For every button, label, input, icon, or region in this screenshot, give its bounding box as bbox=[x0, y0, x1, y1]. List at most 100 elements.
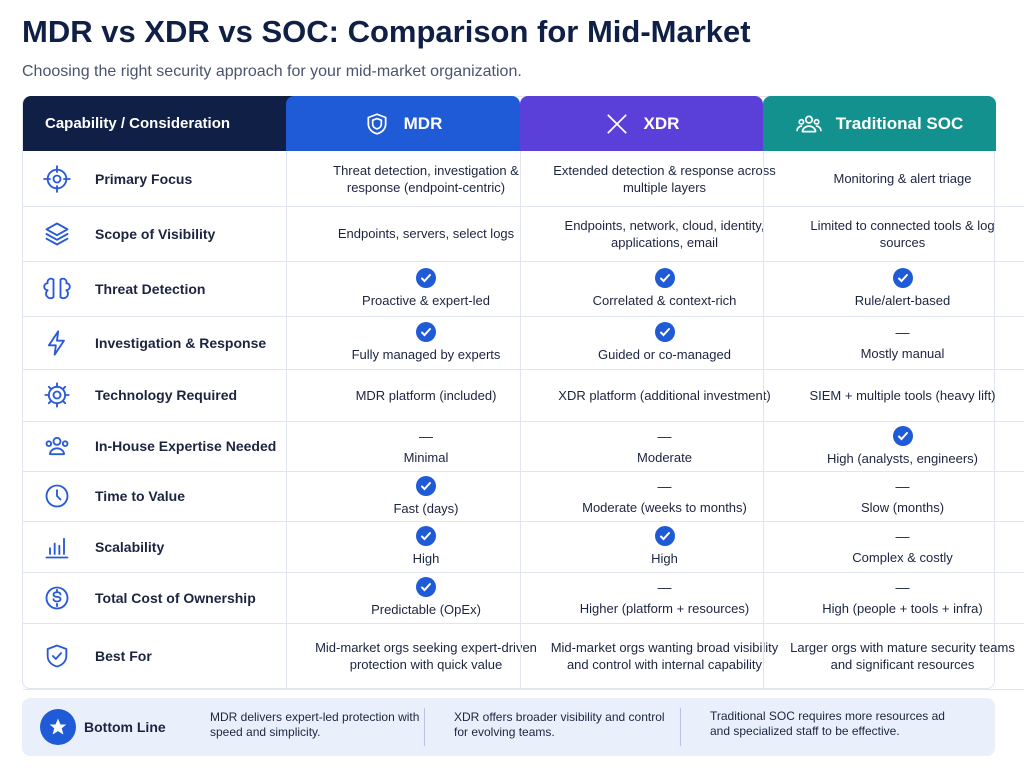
check-svg bbox=[897, 274, 908, 283]
check-icon bbox=[416, 577, 436, 597]
dash-mark: — bbox=[895, 528, 910, 544]
table-cell: Guided or co-managed bbox=[520, 316, 808, 370]
icon bbox=[43, 275, 71, 303]
bottom-line-item: XDR offers broader visibility and contro… bbox=[454, 710, 665, 739]
row-label-text: Scalability bbox=[95, 538, 165, 555]
icon bbox=[364, 111, 390, 137]
table-cell: Fast (days) bbox=[286, 471, 565, 522]
icon bbox=[43, 381, 71, 409]
star-svg bbox=[49, 718, 67, 735]
row-label-text: Best For bbox=[95, 648, 152, 664]
icon bbox=[604, 111, 630, 137]
check-svg bbox=[659, 328, 670, 337]
table-cell: — Moderate bbox=[520, 421, 808, 472]
row-label: Time to Value bbox=[23, 471, 358, 522]
icon-svg bbox=[45, 484, 69, 508]
table-cell: Proactive & expert-led bbox=[286, 261, 565, 317]
table-cell: Endpoints, network, cloud, identity, app… bbox=[520, 206, 808, 262]
icon bbox=[43, 220, 71, 248]
row-label: Threat Detection bbox=[23, 261, 358, 317]
icon-svg bbox=[46, 644, 68, 668]
cell-text: Extended detection & response across mul… bbox=[553, 162, 776, 195]
check-svg bbox=[421, 481, 431, 490]
column-header-text: XDR bbox=[643, 113, 680, 133]
check-svg bbox=[897, 431, 908, 440]
cell-text: Endpoints, network, cloud, identity, app… bbox=[564, 217, 765, 250]
table-cell: — Slow (months) bbox=[763, 471, 1024, 522]
table-cell: Endpoints, servers, select logs bbox=[286, 206, 565, 262]
check-icon bbox=[654, 526, 675, 546]
icon bbox=[795, 111, 822, 137]
table-cell: High bbox=[520, 521, 808, 573]
bottom-line: Bottom Line MDR delivers expert-led prote… bbox=[22, 698, 995, 756]
table-cell: Mid-market orgs wanting broad visibility… bbox=[520, 623, 808, 690]
icon bbox=[43, 584, 71, 612]
table-cell: — Higher (platform + resources) bbox=[520, 572, 808, 624]
check-icon bbox=[416, 526, 436, 546]
dash-mark: — bbox=[657, 477, 672, 494]
table-cell: High (analysts, engineers) bbox=[763, 421, 1024, 472]
cell-text: Endpoints, servers, select logs bbox=[337, 226, 515, 241]
table-cell: — Minimal bbox=[286, 421, 565, 472]
cell-text: MDR platform (included) bbox=[355, 387, 497, 403]
icon-svg bbox=[43, 277, 71, 299]
table-cell: Threat detection, investigation & respon… bbox=[286, 151, 565, 207]
column-header-text: Traditional SOC bbox=[835, 113, 964, 133]
cell-text: SIEM + multiple tools (heavy lift) bbox=[809, 387, 996, 403]
check-svg bbox=[421, 583, 431, 592]
row-label: In-House Expertise Needed bbox=[23, 421, 358, 472]
cell-text: Predictable (OpEx) bbox=[371, 602, 481, 617]
cell-text: Limited to connected tools & log sources bbox=[810, 217, 995, 250]
icon-svg bbox=[367, 112, 387, 135]
column-header: MDR bbox=[286, 96, 520, 151]
column-header: Traditional SOC bbox=[763, 96, 996, 151]
table-cell: Fully managed by experts bbox=[286, 316, 565, 370]
row-label: Scalability bbox=[23, 521, 358, 573]
row-label: Investigation & Response bbox=[23, 316, 358, 370]
cell-text: Mid-market orgs seeking expert-driven pr… bbox=[315, 640, 537, 672]
cell-text: Guided or co-managed bbox=[598, 347, 731, 362]
cell-text: High bbox=[651, 551, 678, 566]
bottom-line-label: Bottom Line bbox=[84, 719, 166, 735]
cell-text: Moderate (weeks to months) bbox=[582, 499, 747, 515]
cell-text: Larger orgs with mature security teams a… bbox=[790, 640, 1015, 672]
row-label: Scope of Visibility bbox=[23, 206, 358, 262]
check-svg bbox=[659, 532, 670, 541]
row-label: Technology Required bbox=[23, 369, 358, 422]
cell-text: Slow (months) bbox=[860, 499, 945, 515]
icon-svg bbox=[607, 113, 627, 134]
dash-mark: — bbox=[895, 579, 910, 595]
row-label: Best For bbox=[23, 623, 358, 690]
table-cell: MDR platform (included) bbox=[286, 369, 565, 422]
icon bbox=[43, 432, 71, 460]
column-header-text: MDR bbox=[403, 113, 443, 133]
table-cell: — Complex & costly bbox=[763, 521, 1024, 573]
cell-text: XDR platform (additional investment) bbox=[558, 387, 771, 403]
divider bbox=[680, 708, 681, 746]
check-icon bbox=[416, 475, 436, 496]
cell-text: Mostly manual bbox=[860, 346, 945, 361]
check-svg bbox=[421, 328, 431, 337]
icon-svg bbox=[47, 329, 65, 356]
table-cell: SIEM + multiple tools (heavy lift) bbox=[763, 369, 1024, 422]
icon bbox=[43, 482, 71, 510]
icon-svg bbox=[45, 586, 69, 609]
dash-mark: — bbox=[657, 427, 672, 444]
cell-text: Correlated & context-rich bbox=[592, 293, 737, 308]
icon-svg bbox=[43, 164, 71, 193]
row-label-text: Total Cost of Ownership bbox=[95, 589, 256, 606]
icon-svg bbox=[45, 222, 69, 245]
check-icon bbox=[892, 425, 913, 446]
table-cell: Rule/alert-based bbox=[763, 261, 1024, 317]
comparison-table: Capability / Consideration MDR XDR Traditio… bbox=[22, 96, 1024, 690]
table-cell: — Mostly manual bbox=[763, 316, 1024, 370]
row-label-text: Investigation & Response bbox=[95, 334, 267, 351]
cell-text: High (people + tools + infra) bbox=[822, 601, 983, 616]
table-cell: — Moderate (weeks to months) bbox=[520, 471, 808, 522]
star-badge bbox=[40, 709, 76, 745]
table-cell: Extended detection & response across mul… bbox=[520, 151, 808, 207]
table-cell: High bbox=[286, 521, 565, 573]
cell-text: Monitoring & alert triage bbox=[833, 171, 972, 186]
icon bbox=[43, 642, 71, 670]
title: MDR vs XDR vs SOC: Comparison for Mid-Ma… bbox=[22, 14, 751, 49]
